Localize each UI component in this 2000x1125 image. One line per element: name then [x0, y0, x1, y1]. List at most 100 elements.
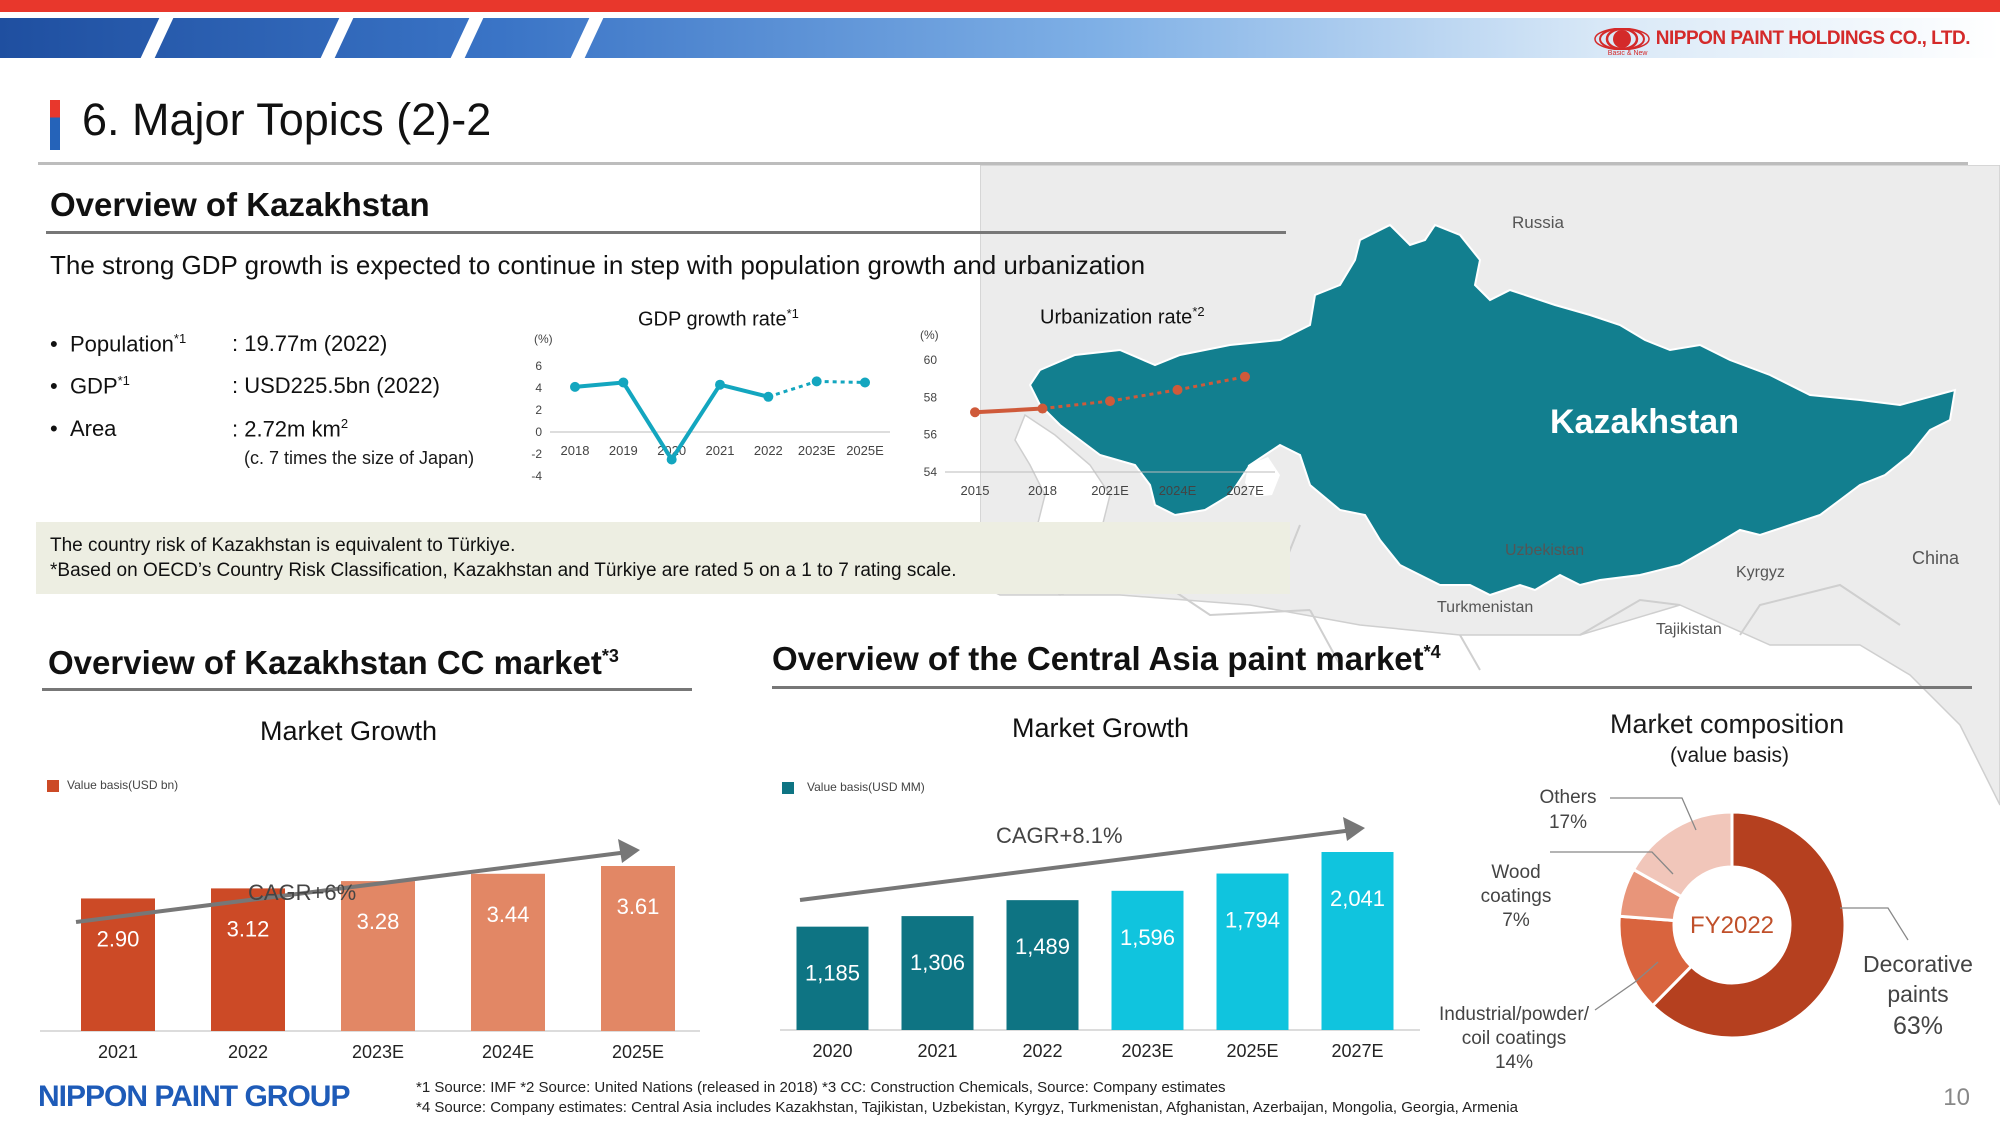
cc-market-title: Overview of Kazakhstan CC market*3	[48, 644, 619, 681]
bar-value-label: 1,306	[910, 950, 965, 975]
overview-divider	[46, 231, 1286, 234]
kazakhstan-shape	[1028, 223, 1957, 597]
map-label-russia: Russia	[1512, 213, 1564, 232]
slice-value-industrial: 14%	[1495, 1052, 1533, 1073]
bar-value-label: 3.44	[487, 902, 530, 927]
overview-lead: The strong GDP growth is expected to con…	[50, 250, 1146, 280]
map-label-turkmenistan: Turkmenistan	[1437, 599, 1534, 616]
footnote-2: *4 Source: Company estimates: Central As…	[416, 1099, 1518, 1116]
data-point	[763, 391, 774, 402]
map-label-china: China	[1912, 548, 1960, 568]
footnote-1: *1 Source: IMF *2 Source: United Nations…	[416, 1079, 1226, 1096]
data-point	[860, 377, 870, 388]
bar-value-label: 1,185	[805, 961, 860, 986]
data-point	[570, 381, 580, 392]
x-tick-label: 2024E	[1159, 483, 1197, 498]
bar	[1216, 873, 1289, 1030]
fact-population: • Population*1	[50, 331, 186, 357]
leader-line	[1594, 961, 1659, 1011]
y-tick-label: 54	[924, 465, 938, 479]
x-tick-label: 2018	[561, 443, 590, 458]
data-point	[811, 376, 822, 387]
data-point	[1037, 403, 1048, 414]
slice-label-wood: coatings	[1481, 886, 1552, 907]
cc-market-divider	[42, 688, 692, 691]
fact-area-number: : 2.72m km	[232, 416, 341, 442]
bar	[901, 916, 974, 1030]
cagr-arrow-head	[1343, 817, 1365, 841]
map-label-uzbekistan: Uzbekistan	[1505, 542, 1585, 559]
page-title: 6. Major Topics (2)-2	[82, 94, 492, 145]
urbanization-chart: 60 58 56 54 2015 2018 2021E 2024E 2027E	[924, 353, 1275, 498]
urban-chart-ylabel: (%)	[920, 328, 939, 342]
cagr-arrow-line	[799, 828, 1354, 902]
x-tick-label: 2015	[961, 483, 990, 498]
cc-market-subhead: Market Growth	[260, 716, 438, 746]
cc-market-bar-chart: 2.90 2021 3.12 2022 3.28 2023E 3.44 2024E 3.61 20…	[40, 839, 700, 1062]
series-line-segment	[669, 383, 722, 461]
bar	[341, 881, 415, 1031]
series-line-segment	[1042, 399, 1111, 411]
series-line-segment	[621, 381, 674, 461]
map-borders	[1149, 524, 1901, 671]
top-red-stripe	[0, 0, 2000, 12]
y-tick-label: 60	[924, 353, 938, 367]
cagr-label: CAGR+8.1%	[996, 823, 1123, 848]
overview-title: Overview of Kazakhstan	[50, 186, 430, 223]
map-label-russia: Russia	[1208, 165, 1261, 169]
cc-legend-label: Value basis(USD bn)	[67, 778, 179, 792]
x-tick-label: 2022	[1022, 1041, 1062, 1061]
bullet: •	[50, 331, 70, 357]
map-label-kyrgyz: Kyrgyz	[1736, 564, 1785, 581]
fact-area-sub: (c. 7 times the size of Japan)	[244, 448, 475, 468]
cc-legend-swatch	[47, 780, 59, 792]
donut-center-label: FY2022	[1690, 912, 1774, 939]
y-tick-label: 58	[924, 390, 938, 404]
fact-label: GDP	[69, 373, 118, 399]
data-point	[1105, 396, 1115, 407]
y-tick-label: 56	[924, 428, 938, 442]
data-point	[1240, 371, 1250, 382]
ca-market-divider	[772, 686, 1972, 689]
x-tick-label: 2022	[754, 443, 783, 458]
y-tick-label: 2	[535, 403, 542, 417]
bullet: •	[50, 416, 70, 441]
ca-legend-label: Value basis(USD MM)	[807, 780, 925, 794]
series-line-segment	[1109, 388, 1178, 403]
data-point	[970, 407, 980, 418]
composition-subtitle: (value basis)	[1670, 744, 1790, 767]
slice-value-wood: 7%	[1502, 910, 1530, 931]
footer-logo: NIPPON PAINT GROUP	[38, 1080, 350, 1113]
slice-label-decorative: paints	[1887, 981, 1948, 1007]
x-tick-label: 2025E	[1226, 1041, 1278, 1061]
x-tick-label: 2023E	[352, 1042, 404, 1062]
company-logo: NIPPON PAINT HOLDINGS CO., LTD. Basic & …	[1594, 26, 1971, 57]
series-line-segment	[816, 379, 866, 384]
cagr-arrow-line	[75, 850, 629, 924]
bar-value-label: 1,489	[1015, 934, 1070, 959]
fact-note: *1	[173, 331, 187, 346]
aral-sea	[1245, 457, 1280, 497]
x-tick-label: 2025E	[612, 1042, 664, 1062]
slice-label-others: Others	[1539, 787, 1596, 808]
company-name: NIPPON PAINT HOLDINGS CO., LTD.	[1655, 28, 1971, 49]
donut-slice	[1631, 810, 1734, 899]
x-tick-label: 2027E	[1226, 483, 1264, 498]
bar	[601, 866, 675, 1031]
y-tick-label: -2	[531, 447, 542, 461]
slice-value-decorative: 63%	[1893, 1012, 1943, 1040]
bar-value-label: 3.61	[617, 894, 660, 919]
leader-line	[1550, 851, 1674, 875]
composition-title: Market composition	[1610, 709, 1845, 739]
bar-value-label: 1,596	[1120, 925, 1175, 950]
x-tick-label: 2021	[98, 1042, 138, 1062]
map-label-kazakhstan: Kazakhstan	[1550, 403, 1739, 441]
x-tick-label: 2025E	[846, 443, 884, 458]
y-tick-label: 6	[535, 359, 542, 373]
bar-value-label: 3.28	[357, 909, 400, 934]
bar-value-label: 2,041	[1330, 886, 1385, 911]
bar	[796, 926, 869, 1030]
slice-label-industrial: coil coatings	[1462, 1028, 1567, 1049]
fact-gdp-value: : USD225.5bn (2022)	[232, 373, 440, 398]
